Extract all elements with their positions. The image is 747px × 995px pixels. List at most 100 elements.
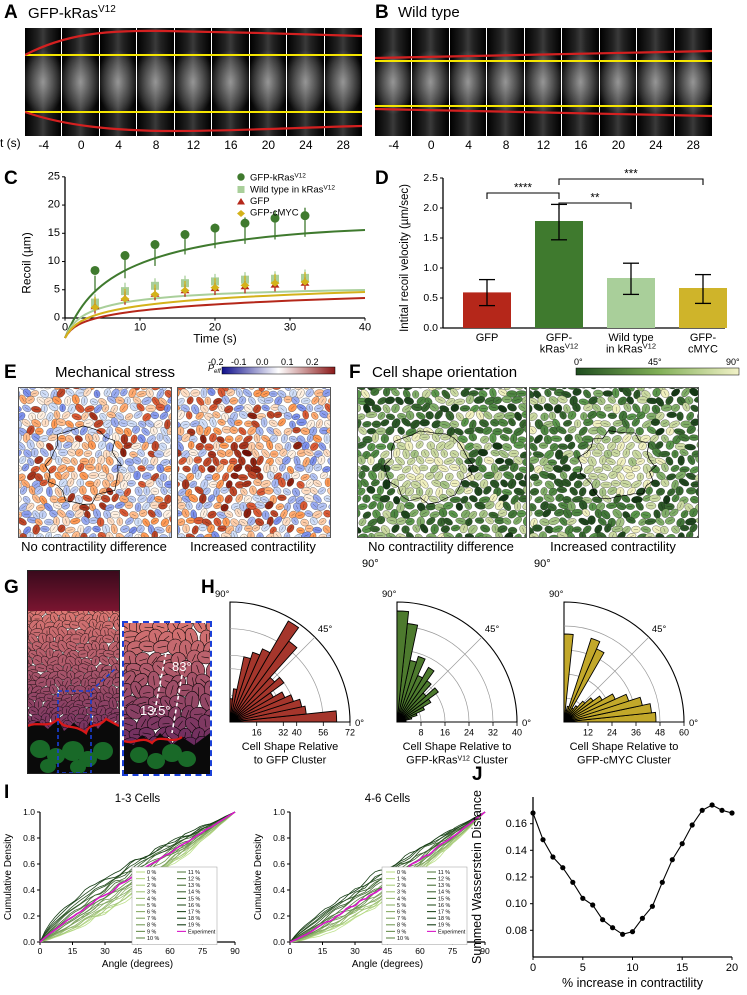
- svg-text:7 %: 7 %: [397, 916, 406, 922]
- svg-text:11 %: 11 %: [188, 870, 200, 876]
- svg-text:0.0: 0.0: [23, 937, 35, 947]
- svg-text:0.2: 0.2: [273, 911, 285, 921]
- svg-text:14 %: 14 %: [438, 890, 450, 896]
- svg-text:1.5: 1.5: [423, 232, 438, 244]
- svg-text:5 %: 5 %: [147, 903, 156, 909]
- svg-text:13 %: 13 %: [438, 883, 450, 889]
- svg-text:20: 20: [726, 962, 738, 974]
- svg-text:0 %: 0 %: [147, 870, 156, 876]
- svg-text:Experiment: Experiment: [438, 929, 466, 935]
- svg-text:32: 32: [488, 728, 498, 738]
- svg-text:Experiment: Experiment: [188, 929, 216, 935]
- svg-text:6 %: 6 %: [147, 910, 156, 916]
- svg-text:40: 40: [359, 321, 371, 333]
- svg-text:10: 10: [626, 962, 638, 974]
- svg-text:15 %: 15 %: [188, 896, 200, 902]
- svg-text:0 %: 0 %: [397, 870, 406, 876]
- svg-text:25: 25: [48, 170, 60, 182]
- svg-text:60: 60: [165, 946, 175, 956]
- svg-text:Intital recoil velocity (µm/se: Intital recoil velocity (µm/sec): [399, 184, 411, 332]
- svg-text:Angle (degrees): Angle (degrees): [102, 959, 173, 970]
- svg-text:7 %: 7 %: [147, 916, 156, 922]
- svg-text:GFP-: GFP-: [690, 332, 717, 344]
- svg-text:10 %: 10 %: [397, 936, 409, 942]
- svg-text:75: 75: [448, 946, 458, 956]
- svg-text:1 %: 1 %: [397, 877, 406, 883]
- svg-text:90: 90: [230, 946, 240, 956]
- svg-text:0: 0: [288, 946, 293, 956]
- svg-text:17 %: 17 %: [188, 910, 200, 916]
- svg-text:32: 32: [278, 728, 288, 738]
- svg-text:13 %: 13 %: [188, 883, 200, 889]
- svg-text:24: 24: [607, 728, 617, 738]
- svg-text:0: 0: [54, 312, 60, 324]
- svg-text:0.4: 0.4: [273, 885, 285, 895]
- svg-text:0.08: 0.08: [506, 925, 527, 937]
- svg-text:Recoil (µm): Recoil (µm): [20, 232, 34, 294]
- svg-text:40: 40: [512, 728, 522, 738]
- svg-text:45: 45: [133, 946, 143, 956]
- svg-text:4-6 Cells: 4-6 Cells: [365, 793, 411, 805]
- svg-text:45°: 45°: [318, 624, 333, 635]
- svg-text:72: 72: [345, 728, 355, 738]
- svg-text:14 %: 14 %: [188, 890, 200, 896]
- svg-text:% increase in contractility: % increase in contractility: [562, 976, 704, 990]
- svg-text:30: 30: [284, 321, 296, 333]
- svg-text:1.0: 1.0: [273, 807, 285, 817]
- svg-text:GFP-kRasV12: GFP-kRasV12: [250, 172, 306, 184]
- svg-text:0.0: 0.0: [273, 937, 285, 947]
- svg-text:15: 15: [676, 962, 688, 974]
- svg-text:8: 8: [418, 728, 423, 738]
- svg-text:GFP-cMYC: GFP-cMYC: [250, 208, 299, 219]
- svg-text:0°: 0°: [689, 718, 698, 729]
- svg-text:13.5°: 13.5°: [140, 703, 171, 718]
- svg-text:0.5: 0.5: [423, 292, 438, 304]
- svg-text:48: 48: [655, 728, 665, 738]
- svg-text:GFP: GFP: [476, 332, 499, 344]
- svg-text:10: 10: [48, 255, 60, 267]
- svg-text:0.14: 0.14: [506, 845, 527, 857]
- svg-text:9 %: 9 %: [397, 929, 406, 935]
- svg-text:5: 5: [54, 283, 60, 295]
- svg-text:cMYC: cMYC: [688, 344, 718, 356]
- svg-text:3 %: 3 %: [147, 890, 156, 896]
- svg-text:10: 10: [134, 321, 146, 333]
- svg-text:2 %: 2 %: [147, 883, 156, 889]
- svg-text:GFP-kRasV12 Cluster: GFP-kRasV12 Cluster: [406, 755, 508, 767]
- svg-text:Time (s): Time (s): [193, 332, 237, 346]
- svg-text:1.0: 1.0: [423, 262, 438, 274]
- svg-text:0.0: 0.0: [423, 322, 438, 334]
- svg-text:Cumulative Density: Cumulative Density: [3, 834, 14, 920]
- svg-text:0°: 0°: [522, 718, 531, 729]
- svg-text:45: 45: [383, 946, 393, 956]
- svg-text:0.8: 0.8: [23, 833, 35, 843]
- svg-text:15: 15: [48, 227, 60, 239]
- svg-text:15 %: 15 %: [438, 896, 450, 902]
- svg-text:19 %: 19 %: [188, 923, 200, 929]
- svg-text:0.10: 0.10: [506, 898, 527, 910]
- svg-text:0: 0: [530, 962, 536, 974]
- svg-text:15: 15: [68, 946, 78, 956]
- svg-text:18 %: 18 %: [438, 916, 450, 922]
- svg-text:3 %: 3 %: [397, 890, 406, 896]
- svg-text:36: 36: [631, 728, 641, 738]
- svg-text:19 %: 19 %: [438, 923, 450, 929]
- svg-text:8 %: 8 %: [147, 923, 156, 929]
- svg-text:20: 20: [48, 199, 60, 211]
- svg-text:in kRasV12: in kRasV12: [606, 341, 656, 356]
- svg-text:90°: 90°: [382, 589, 397, 600]
- svg-text:30: 30: [100, 946, 110, 956]
- svg-text:12 %: 12 %: [188, 877, 200, 883]
- svg-text:0.2: 0.2: [23, 911, 35, 921]
- svg-text:0°: 0°: [355, 718, 364, 729]
- svg-text:2.5: 2.5: [423, 172, 438, 184]
- svg-text:75: 75: [198, 946, 208, 956]
- svg-text:1-3 Cells: 1-3 Cells: [115, 793, 161, 805]
- svg-text:0.6: 0.6: [273, 859, 285, 869]
- svg-text:56: 56: [318, 728, 328, 738]
- svg-text:5 %: 5 %: [397, 903, 406, 909]
- svg-text:4 %: 4 %: [397, 896, 406, 902]
- svg-text:60: 60: [679, 728, 689, 738]
- svg-text:GFP: GFP: [250, 196, 270, 207]
- svg-text:90°: 90°: [215, 589, 230, 600]
